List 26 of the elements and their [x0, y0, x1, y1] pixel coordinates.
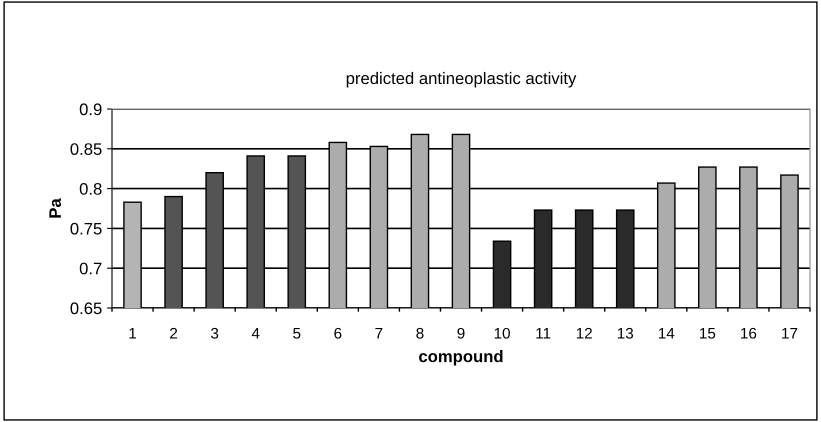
x-tick-label: 13 [618, 328, 634, 339]
y-tick-label: 0.85 [70, 143, 102, 156]
x-tick-label: 5 [293, 328, 300, 339]
x-tick-label: 10 [494, 328, 510, 339]
y-tick-label: 0.9 [80, 103, 102, 116]
x-tick-label: 1 [129, 328, 136, 339]
x-tick-label: 12 [576, 328, 592, 339]
x-tick-label: 14 [658, 328, 674, 339]
x-tick-label: 4 [252, 328, 260, 339]
x-tick-label: 16 [741, 328, 756, 339]
x-tick-label: 11 [536, 328, 550, 339]
x-tick-label: 17 [782, 328, 798, 339]
x-tick-label: 6 [334, 328, 342, 339]
y-tick-label: 0.7 [80, 262, 102, 274]
y-tick-label: 0.75 [70, 222, 102, 235]
x-axis-title: compound [419, 350, 502, 366]
y-tick-label: 0.65 [70, 302, 102, 314]
x-tick-label: 2 [170, 328, 178, 339]
x-tick-label: 15 [700, 328, 716, 339]
x-tick-label: 3 [210, 328, 218, 339]
y-tick-label: 0.8 [80, 183, 102, 195]
y-axis-title: Pa [49, 198, 61, 218]
x-tick-label: 8 [416, 328, 424, 339]
x-tick-label: 7 [375, 328, 382, 339]
x-tick-label: 9 [457, 328, 465, 339]
chart-title: predicted antineoplastic activity [346, 72, 576, 88]
